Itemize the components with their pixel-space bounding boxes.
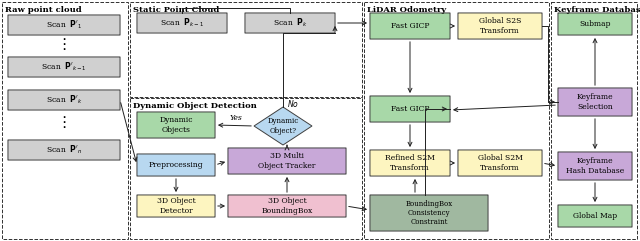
FancyBboxPatch shape <box>458 13 542 39</box>
Text: 3D Object
BoundingBox: 3D Object BoundingBox <box>261 197 312 214</box>
Text: Scan  $\mathbf{P}_{k-1}$: Scan $\mathbf{P}_{k-1}$ <box>160 17 204 29</box>
Text: Scan  $\mathbf{P}'_1$: Scan $\mathbf{P}'_1$ <box>46 19 82 31</box>
FancyBboxPatch shape <box>8 57 120 77</box>
Text: Dynamic
Objects: Dynamic Objects <box>159 116 193 134</box>
Text: 3D Object
Detector: 3D Object Detector <box>157 197 195 214</box>
Text: BoundingBox
Consistency
Constraint: BoundingBox Consistency Constraint <box>405 200 452 226</box>
Text: Yes: Yes <box>230 114 243 122</box>
Text: ⋮: ⋮ <box>56 38 72 53</box>
Text: ⋮: ⋮ <box>56 114 72 129</box>
Text: Fast GICP: Fast GICP <box>391 105 429 113</box>
Text: Global S2S
Transform: Global S2S Transform <box>479 17 521 35</box>
FancyBboxPatch shape <box>370 13 450 39</box>
FancyBboxPatch shape <box>370 96 450 122</box>
FancyBboxPatch shape <box>137 112 215 138</box>
Text: Scan  $\mathbf{P}'_k$: Scan $\mathbf{P}'_k$ <box>45 94 83 106</box>
FancyBboxPatch shape <box>137 195 215 217</box>
Text: Global Map: Global Map <box>573 212 617 220</box>
Text: Refined S2M
Transform: Refined S2M Transform <box>385 154 435 172</box>
Text: Scan  $\mathbf{P}'_{k-1}$: Scan $\mathbf{P}'_{k-1}$ <box>41 61 87 73</box>
FancyBboxPatch shape <box>558 88 632 116</box>
FancyBboxPatch shape <box>8 90 120 110</box>
Text: Dynamic Object Detection: Dynamic Object Detection <box>133 102 257 110</box>
Text: Submap: Submap <box>579 20 611 28</box>
Text: Scan  $\mathbf{P}'_n$: Scan $\mathbf{P}'_n$ <box>46 144 82 156</box>
FancyBboxPatch shape <box>245 13 335 33</box>
Text: Scan  $\mathbf{P}_k$: Scan $\mathbf{P}_k$ <box>273 17 307 29</box>
Text: Raw point cloud: Raw point cloud <box>5 6 82 14</box>
Polygon shape <box>254 107 312 145</box>
FancyBboxPatch shape <box>370 150 450 176</box>
FancyBboxPatch shape <box>8 140 120 160</box>
Text: Keyframe Database: Keyframe Database <box>554 6 640 14</box>
Text: Keyframe
Hash Database: Keyframe Hash Database <box>566 157 624 174</box>
FancyBboxPatch shape <box>370 195 488 231</box>
FancyBboxPatch shape <box>137 154 215 176</box>
Text: Static Point Cloud: Static Point Cloud <box>133 6 220 14</box>
FancyBboxPatch shape <box>558 152 632 180</box>
FancyBboxPatch shape <box>558 205 632 227</box>
Text: Fast GICP: Fast GICP <box>391 22 429 30</box>
FancyBboxPatch shape <box>458 150 542 176</box>
FancyBboxPatch shape <box>558 13 632 35</box>
Text: Preprocessing: Preprocessing <box>148 161 204 169</box>
Text: Keyframe
Selection: Keyframe Selection <box>577 94 613 111</box>
Text: Dynamic
Object?: Dynamic Object? <box>268 117 299 135</box>
FancyBboxPatch shape <box>137 13 227 33</box>
Text: LiDAR Odometry: LiDAR Odometry <box>367 6 446 14</box>
Text: 3D Multi
Object Tracker: 3D Multi Object Tracker <box>259 152 316 170</box>
FancyBboxPatch shape <box>8 15 120 35</box>
FancyBboxPatch shape <box>228 195 346 217</box>
Text: $\it{No}$: $\it{No}$ <box>287 98 299 109</box>
Text: Global S2M
Transform: Global S2M Transform <box>477 154 522 172</box>
FancyBboxPatch shape <box>228 148 346 174</box>
